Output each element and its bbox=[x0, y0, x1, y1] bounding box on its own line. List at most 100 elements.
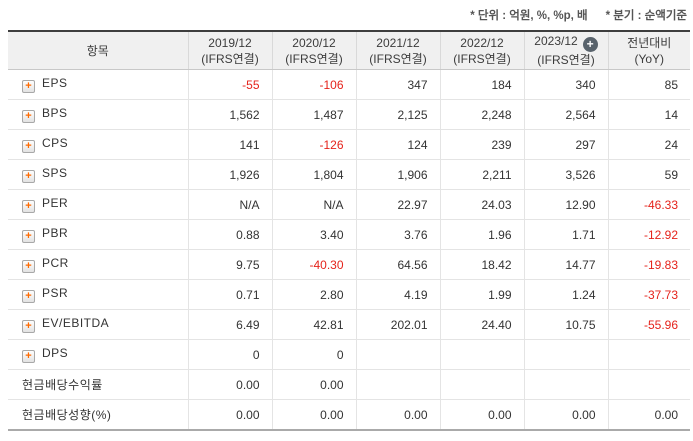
value-cell: -19.83 bbox=[607, 249, 690, 280]
table-row: + EPS -55 -106 347 184 340 85 bbox=[8, 69, 690, 100]
table-row: + EV/EBITDA 6.49 42.81 202.01 24.40 10.75 -55.9… bbox=[8, 309, 690, 340]
value-cell: 202.01 bbox=[355, 309, 440, 340]
row-label: EPS bbox=[42, 76, 68, 90]
value-cell: 141 bbox=[187, 129, 272, 160]
table-notes: * 단위 : 억원, %, %p, 배 * 분기 : 순액기준 bbox=[0, 0, 693, 30]
expand-row-icon[interactable]: + bbox=[22, 170, 35, 183]
value-cell: 0.00 bbox=[187, 399, 272, 430]
value-cell: 10.75 bbox=[523, 309, 608, 340]
table-row: + DPS 0 0 bbox=[8, 339, 690, 370]
value-cell: 14 bbox=[607, 99, 690, 130]
value-cell: 2,564 bbox=[523, 99, 608, 130]
value-cell: 1.96 bbox=[439, 219, 524, 250]
row-label-cell: + BPS bbox=[8, 99, 188, 130]
value-cell: -106 bbox=[271, 69, 356, 100]
row-label-cell: + CPS bbox=[8, 129, 188, 160]
table-row: + PCR 9.75 -40.30 64.56 18.42 14.77 -19.83 bbox=[8, 249, 690, 280]
header-column-2: 2021/12 (IFRS연결) bbox=[355, 31, 440, 70]
value-cell bbox=[439, 339, 524, 370]
header-basis-label: (IFRS연결) bbox=[369, 51, 427, 66]
value-cell: 184 bbox=[439, 69, 524, 100]
row-label: PSR bbox=[42, 286, 69, 300]
value-cell: 1,906 bbox=[355, 159, 440, 190]
value-cell: 0.88 bbox=[187, 219, 272, 250]
table-row: + CPS 141 -126 124 239 297 24 bbox=[8, 129, 690, 160]
expand-row-icon[interactable]: + bbox=[22, 200, 35, 213]
value-cell: 42.81 bbox=[271, 309, 356, 340]
row-label-cell: 현금배당성향(%) bbox=[8, 399, 188, 430]
row-label-cell: + PBR bbox=[8, 219, 188, 250]
value-cell: 340 bbox=[523, 69, 608, 100]
value-cell: 0 bbox=[187, 339, 272, 370]
header-period-label: 2019/12 bbox=[208, 35, 252, 50]
financial-ratio-table: 항목 2019/12 (IFRS연결) 2020/12 (IFRS연결) 2021/12… bbox=[8, 30, 690, 431]
value-cell: 0 bbox=[271, 339, 356, 370]
table-row: 현금배당수익률 0.00 0.00 bbox=[8, 369, 690, 400]
value-cell: 24 bbox=[607, 129, 690, 160]
table-row: 현금배당성향(%) 0.00 0.00 0.00 0.00 0.00 0.00 bbox=[8, 399, 690, 430]
unit-note: * 단위 : 억원, %, %p, 배 bbox=[470, 10, 588, 22]
expand-row-icon[interactable]: + bbox=[22, 110, 35, 123]
row-label-cell: 현금배당수익률 bbox=[8, 369, 188, 400]
value-cell bbox=[355, 339, 440, 370]
header-item-column: 항목 bbox=[8, 31, 188, 70]
row-label-cell: + EV/EBITDA bbox=[8, 309, 188, 340]
row-label: 현금배당수익률 bbox=[22, 378, 103, 392]
value-cell: 2.80 bbox=[271, 279, 356, 310]
header-basis-label: (IFRS연결) bbox=[537, 53, 595, 67]
value-cell: -46.33 bbox=[607, 189, 690, 220]
expand-row-icon[interactable]: + bbox=[22, 290, 35, 303]
header-period-label: 2021/12 bbox=[376, 35, 420, 50]
header-column-1: 2020/12 (IFRS연결) bbox=[271, 31, 356, 70]
value-cell: 9.75 bbox=[187, 249, 272, 280]
header-basis-label: (IFRS연결) bbox=[285, 51, 343, 66]
value-cell: -37.73 bbox=[607, 279, 690, 310]
table-row: + BPS 1,562 1,487 2,125 2,248 2,564 14 bbox=[8, 99, 690, 130]
value-cell: 85 bbox=[607, 69, 690, 100]
value-cell: 0.00 bbox=[607, 399, 690, 430]
value-cell: 24.40 bbox=[439, 309, 524, 340]
value-cell: N/A bbox=[271, 189, 356, 220]
row-label-cell: + PER bbox=[8, 189, 188, 220]
row-label: PER bbox=[42, 196, 69, 210]
expand-row-icon[interactable]: + bbox=[22, 260, 35, 273]
row-label: PCR bbox=[42, 256, 69, 270]
expand-row-icon[interactable]: + bbox=[22, 80, 35, 93]
value-cell bbox=[439, 369, 524, 400]
value-cell: 18.42 bbox=[439, 249, 524, 280]
header-period-label: 전년대비 bbox=[627, 35, 672, 50]
value-cell: 124 bbox=[355, 129, 440, 160]
value-cell: 22.97 bbox=[355, 189, 440, 220]
row-label: DPS bbox=[42, 346, 69, 360]
header-basis-label: (IFRS연결) bbox=[453, 51, 511, 66]
value-cell: 24.03 bbox=[439, 189, 524, 220]
expand-row-icon[interactable]: + bbox=[22, 230, 35, 243]
expand-row-icon[interactable]: + bbox=[22, 350, 35, 363]
value-cell: 2,248 bbox=[439, 99, 524, 130]
expand-row-icon[interactable]: + bbox=[22, 140, 35, 153]
add-column-icon[interactable]: + bbox=[582, 37, 598, 52]
value-cell: 12.90 bbox=[523, 189, 608, 220]
value-cell: 3.40 bbox=[271, 219, 356, 250]
value-cell: -55.96 bbox=[607, 309, 690, 340]
value-cell: 3.76 bbox=[355, 219, 440, 250]
value-cell: 2,125 bbox=[355, 99, 440, 130]
value-cell: 59 bbox=[607, 159, 690, 190]
row-label: 현금배당성향(%) bbox=[22, 408, 112, 422]
row-label: CPS bbox=[42, 136, 69, 150]
row-label-cell: + SPS bbox=[8, 159, 188, 190]
row-label: PBR bbox=[42, 226, 69, 240]
value-cell: 0.00 bbox=[187, 369, 272, 400]
value-cell: 1.24 bbox=[523, 279, 608, 310]
value-cell: 1,562 bbox=[187, 99, 272, 130]
value-cell: 3,526 bbox=[523, 159, 608, 190]
value-cell: 239 bbox=[439, 129, 524, 160]
expand-row-icon[interactable]: + bbox=[22, 320, 35, 333]
value-cell bbox=[607, 369, 690, 400]
row-label-cell: + DPS bbox=[8, 339, 188, 370]
value-cell bbox=[523, 369, 608, 400]
value-cell: 64.56 bbox=[355, 249, 440, 280]
row-label: BPS bbox=[42, 106, 68, 120]
value-cell: 0.00 bbox=[355, 399, 440, 430]
table-row: + PBR 0.88 3.40 3.76 1.96 1.71 -12.92 bbox=[8, 219, 690, 250]
